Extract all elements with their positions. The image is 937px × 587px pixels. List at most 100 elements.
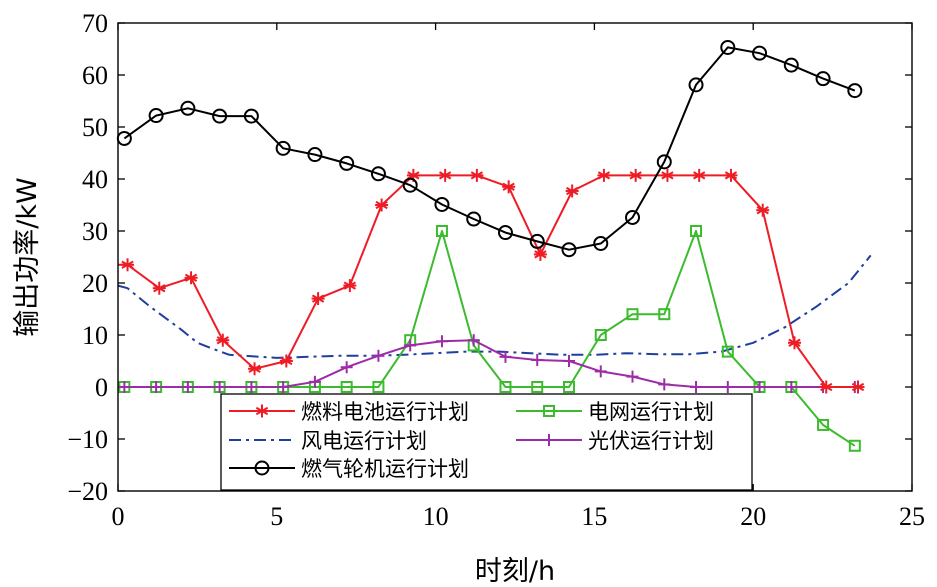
- data-point: [181, 381, 194, 393]
- data-point: [502, 180, 516, 194]
- x-tick-label: 5: [270, 502, 283, 531]
- data-point: [470, 168, 484, 182]
- data-point: [438, 168, 452, 182]
- data-point: [690, 381, 703, 393]
- data-point: [116, 130, 132, 146]
- data-point: [658, 378, 671, 391]
- data-point: [435, 335, 448, 348]
- data-point: [593, 235, 609, 251]
- data-point: [275, 140, 291, 156]
- data-point: [561, 242, 577, 258]
- data-point: [721, 381, 734, 393]
- series-0: [118, 168, 865, 394]
- y-axis-ticks: −20 −10 0 10 20 30 40 50 60 70: [67, 9, 912, 506]
- legend-label: 光伏运行计划: [588, 429, 714, 453]
- data-point: [212, 108, 228, 124]
- data-point: [626, 370, 639, 383]
- data-point: [690, 225, 703, 237]
- data-point: [148, 108, 164, 124]
- data-point: [721, 345, 734, 358]
- data-point: [118, 381, 131, 393]
- x-tick-label: 15: [581, 502, 607, 531]
- data-point: [626, 308, 639, 321]
- x-tick-label: 10: [423, 502, 449, 531]
- data-point: [343, 279, 357, 293]
- data-point: [756, 203, 770, 217]
- data-point: [254, 460, 270, 476]
- data-point: [402, 177, 418, 193]
- legend-label: 电网运行计划: [588, 400, 714, 424]
- data-point: [467, 334, 480, 347]
- data-point: [531, 381, 544, 393]
- legend-box: [220, 393, 753, 491]
- data-point: [121, 258, 135, 272]
- data-point: [815, 71, 831, 87]
- data-point: [629, 168, 643, 182]
- data-point: [255, 404, 269, 418]
- data-point: [466, 211, 482, 227]
- data-point: [783, 57, 799, 73]
- x-tick-label: 25: [899, 502, 925, 531]
- legend-item: 风电运行计划: [229, 429, 427, 453]
- data-point: [375, 198, 389, 212]
- x-axis-ticks: 0 5 10 15 20 25: [112, 23, 925, 531]
- data-point: [543, 434, 555, 446]
- data-point: [819, 380, 833, 394]
- data-point: [720, 39, 736, 55]
- data-point: [248, 362, 262, 376]
- data-point: [724, 168, 738, 182]
- y-tick-label: −10: [67, 425, 108, 454]
- data-point: [340, 361, 353, 374]
- series-1: [117, 254, 872, 359]
- data-point: [243, 108, 259, 124]
- data-point: [339, 155, 355, 171]
- data-point: [307, 147, 323, 163]
- data-point: [499, 350, 512, 363]
- data-point: [216, 333, 230, 347]
- data-point: [817, 418, 830, 431]
- data-point: [213, 381, 226, 393]
- y-tick-label: −20: [67, 477, 108, 506]
- data-point: [311, 292, 325, 306]
- data-point: [279, 354, 293, 368]
- data-point: [594, 365, 607, 378]
- legend-item: 燃料电池运行计划: [229, 400, 469, 424]
- data-point: [404, 339, 417, 352]
- legend-label: 燃料电池运行计划: [301, 400, 469, 424]
- x-axis-label: 时刻/h: [475, 556, 555, 587]
- data-point: [562, 355, 575, 367]
- y-tick-label: 50: [82, 113, 108, 142]
- data-point: [184, 271, 198, 285]
- legend-label: 燃气轮机运行计划: [301, 457, 469, 481]
- x-tick-label: 20: [740, 502, 766, 531]
- data-point: [435, 225, 448, 237]
- data-point: [787, 336, 801, 350]
- data-point: [372, 349, 385, 362]
- data-point: [594, 329, 607, 341]
- series-line: [117, 254, 872, 359]
- data-point: [543, 405, 555, 417]
- data-point: [785, 381, 798, 393]
- legend-item: 光伏运行计划: [516, 429, 714, 453]
- series-line: [123, 46, 856, 251]
- data-point: [597, 168, 611, 182]
- series-4: [118, 334, 861, 393]
- data-point: [753, 381, 766, 393]
- data-point: [277, 381, 290, 393]
- data-point: [752, 45, 768, 61]
- series-layer: [116, 39, 872, 452]
- data-point: [245, 381, 258, 393]
- data-point: [180, 100, 196, 116]
- y-tick-label: 60: [82, 61, 108, 90]
- legend-item: 燃气轮机运行计划: [229, 457, 469, 481]
- data-point: [308, 375, 321, 388]
- data-point: [658, 308, 671, 321]
- data-point: [847, 83, 863, 99]
- y-tick-label: 30: [82, 217, 108, 246]
- data-point: [497, 225, 513, 241]
- legend-label: 风电运行计划: [301, 429, 427, 453]
- data-point: [150, 381, 163, 393]
- data-point: [660, 168, 674, 182]
